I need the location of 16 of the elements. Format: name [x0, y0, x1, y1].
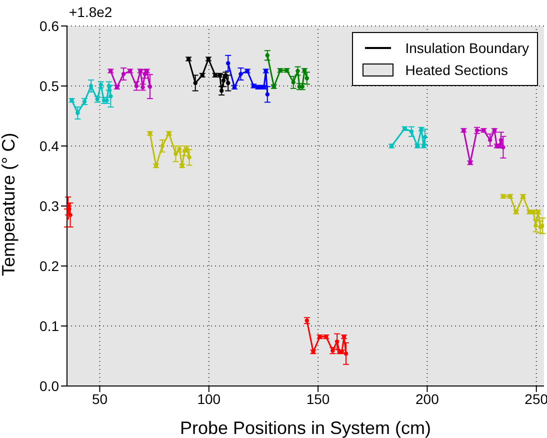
y-axis-title: Temperature (° C): [0, 132, 18, 276]
y-tick-label: 0.3: [40, 198, 60, 214]
x-axis-title: Probe Positions in System (cm): [180, 418, 432, 438]
y-tick-label: 0.0: [40, 378, 60, 394]
band-label: Heated Sections: [405, 62, 508, 78]
y-tick-label: 0.1: [40, 318, 60, 334]
y-tick-label: 0.2: [40, 258, 60, 274]
x-tick-label: 50: [92, 390, 108, 407]
y-tick-label: 0.4: [40, 138, 60, 154]
legend-label: Insulation Boundary: [405, 40, 529, 56]
x-tick-label: 150: [306, 390, 330, 407]
text: +1.8e2: [69, 4, 112, 20]
x-tick-label: 200: [416, 390, 440, 407]
y-tick-label: 0.6: [40, 18, 60, 34]
y-tick-label: 0.5: [40, 78, 60, 94]
x-tick-label: 100: [197, 390, 221, 407]
